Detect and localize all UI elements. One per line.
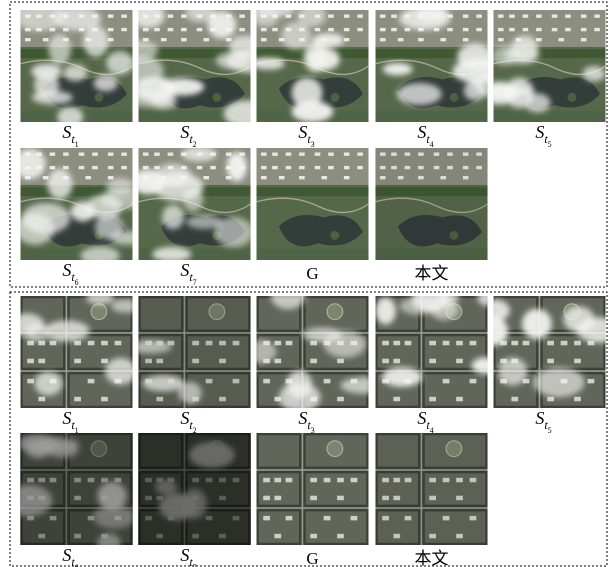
satellite-image (375, 286, 499, 408)
satellite-image (131, 146, 253, 261)
satellite-image (14, 148, 149, 265)
image-label: St6 (62, 260, 78, 287)
label-symbol: S (298, 122, 307, 142)
image-label: 本文 (415, 549, 449, 567)
label-symbol: S (62, 545, 71, 565)
image-label: St2 (180, 408, 196, 435)
satellite-image (252, 3, 369, 122)
satellite-image (128, 296, 251, 408)
label-symbol: S (62, 122, 71, 142)
image-label: St3 (298, 408, 314, 435)
image-label: St7 (180, 545, 196, 567)
image-label: G (306, 549, 318, 567)
image-label: St1 (62, 122, 78, 149)
satellite-image (257, 148, 369, 260)
label-index: 7 (193, 563, 197, 567)
satellite-image (257, 433, 369, 545)
satellite-image (375, 148, 488, 260)
label-index: 6 (75, 563, 79, 567)
image-label: St5 (535, 122, 551, 149)
label-symbol: S (298, 408, 307, 428)
image-label: St6 (62, 545, 78, 567)
image-label: 本文 (415, 264, 449, 283)
label-index: 5 (548, 426, 552, 435)
label-symbol: S (535, 408, 544, 428)
label-symbol: S (62, 408, 71, 428)
label-index: 4 (430, 140, 434, 149)
image-label: St4 (417, 122, 433, 149)
image-label: St7 (180, 260, 196, 287)
satellite-image (117, 3, 274, 128)
satellite-image (375, 433, 488, 545)
label-index: 6 (75, 278, 79, 287)
image-label: St2 (180, 122, 196, 149)
label-symbol: S (417, 122, 426, 142)
label-index: 5 (548, 140, 552, 149)
image-label: G (306, 264, 318, 283)
label-symbol: S (417, 408, 426, 428)
image-label: St5 (535, 408, 551, 435)
satellite-image (138, 433, 251, 545)
label-index: 3 (311, 140, 315, 149)
label-index: 1 (75, 140, 79, 149)
label-symbol: S (180, 122, 189, 142)
satellite-image (483, 10, 606, 122)
satellite-image (478, 296, 609, 408)
satellite-image (242, 283, 390, 412)
label-symbol: S (180, 260, 189, 280)
label-symbol: S (180, 545, 189, 565)
label-index: 7 (193, 278, 197, 287)
satellite-image (5, 433, 135, 555)
satellite-image (8, 290, 142, 408)
figure: St1St2St3St4St5St6St7G本文St1St2St3St4St5S… (0, 0, 609, 567)
satellite-image (376, 6, 505, 122)
satellite-image (15, 0, 134, 127)
image-label: St4 (417, 408, 433, 435)
label-symbol: S (180, 408, 189, 428)
label-symbol: S (535, 122, 544, 142)
image-label: St1 (62, 408, 78, 435)
label-symbol: S (62, 260, 71, 280)
image-label: St3 (298, 122, 314, 149)
label-index: 2 (193, 140, 197, 149)
